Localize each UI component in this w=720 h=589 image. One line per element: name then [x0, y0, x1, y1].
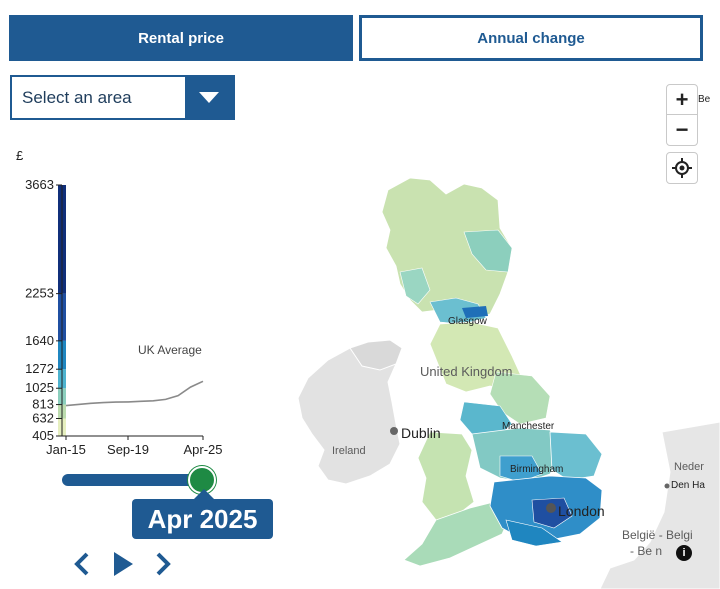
label-dublin: Dublin	[401, 425, 441, 441]
uk-average-label: UK Average	[138, 343, 202, 357]
label-birmingham: Birmingham	[510, 464, 564, 475]
locate-button[interactable]	[666, 152, 698, 184]
wales	[417, 431, 475, 521]
label-ireland: Ireland	[332, 445, 366, 457]
surrey-kent	[505, 519, 563, 547]
area-select-label: Select an area	[22, 87, 132, 107]
y-tick-label-5: 813	[32, 397, 54, 412]
play-button[interactable]	[108, 548, 138, 580]
denhaag-dot	[664, 483, 670, 489]
next-button[interactable]	[148, 548, 178, 580]
label-belgie2: - Be n	[630, 544, 663, 558]
prev-button[interactable]	[67, 548, 97, 580]
continent	[599, 421, 720, 589]
chevron-right-icon	[156, 552, 171, 576]
zoom-out-button[interactable]: −	[675, 117, 689, 142]
info-icon[interactable]: i	[676, 545, 692, 561]
south-west	[403, 501, 513, 567]
yorkshire	[489, 371, 551, 425]
x-tick-label-2: Apr-25	[183, 442, 222, 457]
zoom-in-button[interactable]: +	[667, 85, 697, 115]
crosshair-icon	[672, 158, 692, 178]
y-tick-label-0: 3663	[25, 177, 54, 192]
uk-average-line	[65, 380, 204, 407]
london-dot	[546, 503, 556, 513]
label-be: Be	[698, 94, 711, 105]
y-tick-label-3: 1272	[25, 361, 54, 376]
y-tick-label-6: 632	[32, 411, 54, 426]
map-svg	[297, 177, 720, 589]
label-london: London	[558, 503, 605, 519]
northern-ireland	[349, 339, 403, 371]
label-neder: Neder	[674, 461, 704, 473]
highlands-west	[399, 267, 431, 305]
y-tick-label-2: 1640	[25, 333, 54, 348]
y-tick-label-1: 2253	[25, 286, 54, 301]
tab-rental-price[interactable]: Rental price	[9, 15, 353, 61]
label-glasgow: Glasgow	[448, 316, 487, 327]
dublin-dot	[390, 427, 398, 435]
chevron-left-icon	[74, 552, 89, 576]
map-view[interactable]: Glasgow United Kingdom Dublin Ireland Ma…	[250, 72, 720, 589]
label-belgie: België - Belgi	[622, 528, 693, 542]
currency-label: £	[16, 148, 24, 163]
y-tick-label-7: 405	[32, 428, 54, 443]
label-manchester: Manchester	[502, 421, 555, 432]
central-belt	[429, 297, 487, 325]
label-denhaag: Den Ha	[671, 480, 705, 491]
scotland-east	[463, 229, 513, 273]
play-icon	[114, 552, 133, 576]
label-uk: United Kingdom	[420, 364, 513, 379]
x-tick-label-0: Jan-15	[46, 442, 86, 457]
chevron-down-icon[interactable]	[185, 77, 233, 118]
london-area	[531, 497, 573, 529]
tab-annual-change[interactable]: Annual change	[359, 15, 703, 61]
zoom-controls: + −	[666, 84, 698, 146]
x-tick-label-1: Sep-19	[107, 442, 149, 457]
area-select[interactable]: Select an area	[10, 75, 235, 120]
y-tick-label-4: 1025	[25, 380, 54, 395]
date-badge: Apr 2025	[132, 489, 273, 539]
east-anglia	[549, 431, 603, 481]
edinburgh	[462, 306, 488, 318]
midlands	[471, 427, 563, 483]
rent-chart: £3663 2253 1640 1272 1025 813 632 405 Jan-15 Sep-…	[0, 140, 240, 470]
time-slider-track[interactable]	[62, 474, 202, 486]
